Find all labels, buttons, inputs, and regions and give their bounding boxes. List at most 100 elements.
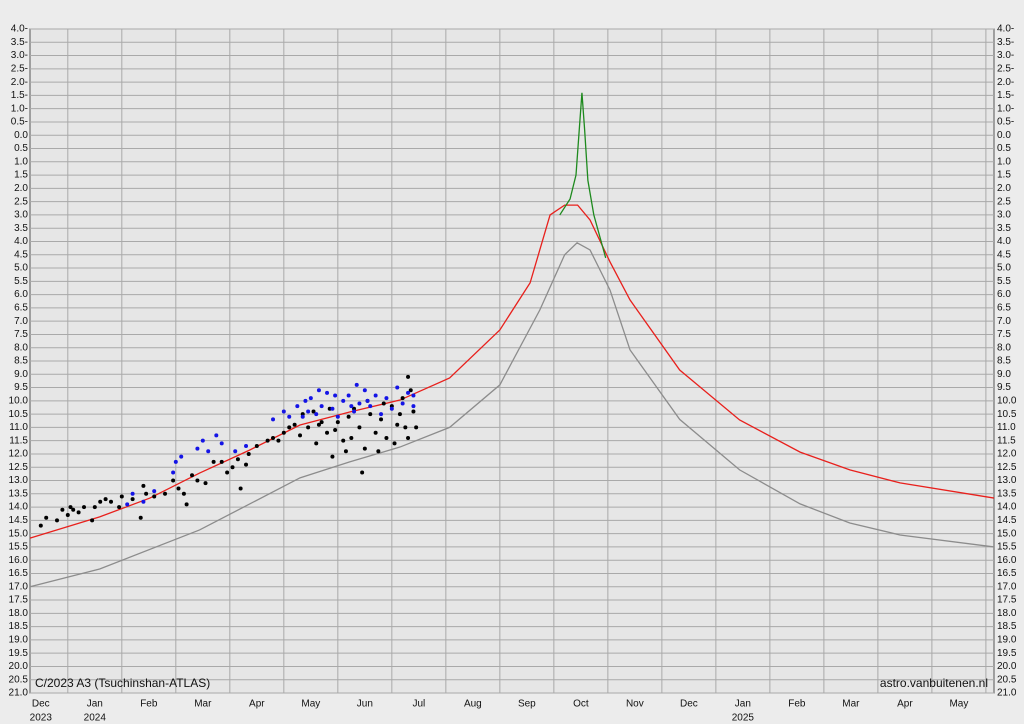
observation-point bbox=[379, 417, 384, 422]
y-tick-label-right: 18.5 bbox=[997, 621, 1017, 632]
y-tick-label: 15.0 bbox=[9, 528, 29, 539]
observation-point bbox=[90, 518, 95, 523]
observation-point bbox=[346, 414, 351, 419]
y-tick-label-right: 16.0 bbox=[997, 555, 1017, 566]
observation-point bbox=[376, 449, 381, 454]
y-tick-label: 4.0 bbox=[14, 236, 28, 247]
observation-point bbox=[76, 510, 81, 515]
y-tick-label-right: 3.5 bbox=[997, 223, 1011, 234]
y-tick-label-right: 9.5 bbox=[997, 382, 1011, 393]
observation-point bbox=[265, 438, 270, 443]
y-tick-label-right: 12.0 bbox=[997, 449, 1017, 460]
observation-point bbox=[308, 396, 313, 401]
y-tick-label-right: 5.0 bbox=[997, 263, 1011, 274]
observation-point bbox=[362, 446, 367, 451]
y-tick-label-right: 1.0 bbox=[997, 156, 1011, 167]
y-tick-label: 9.0 bbox=[14, 369, 28, 380]
observation-point bbox=[397, 412, 402, 417]
observation-point bbox=[281, 409, 286, 414]
y-tick-label: 10.5 bbox=[9, 409, 29, 420]
observation-point bbox=[179, 454, 184, 459]
y-tick-label-right: 9.0 bbox=[997, 369, 1011, 380]
observation-point bbox=[295, 404, 300, 409]
observation-point bbox=[206, 449, 211, 454]
observation-point bbox=[314, 412, 319, 417]
x-tick-label: May bbox=[949, 699, 968, 710]
observation-point bbox=[244, 462, 249, 467]
observation-point bbox=[314, 441, 319, 446]
observation-point bbox=[341, 398, 346, 403]
observation-point bbox=[311, 409, 316, 414]
y-tick-label: 0.0 bbox=[14, 130, 28, 141]
y-tick-label-right: 8.0 bbox=[997, 342, 1011, 353]
observation-point bbox=[349, 436, 354, 441]
y-tick-label: 11.5 bbox=[9, 435, 28, 446]
y-tick-label-right: 0.5 bbox=[997, 143, 1011, 154]
observation-point bbox=[281, 430, 286, 435]
y-tick-label-right: 0.5- bbox=[997, 117, 1014, 128]
observation-point bbox=[68, 505, 73, 510]
y-tick-label: 4.0- bbox=[11, 24, 28, 35]
y-tick-label: 5.5 bbox=[14, 276, 28, 287]
observation-point bbox=[357, 425, 362, 430]
observation-point bbox=[219, 441, 224, 446]
observation-point bbox=[230, 465, 235, 470]
observation-point bbox=[276, 438, 281, 443]
observation-point bbox=[395, 422, 400, 427]
y-tick-label: 1.0- bbox=[11, 103, 28, 114]
y-tick-label-right: 17.0 bbox=[997, 581, 1017, 592]
light-curve bbox=[559, 92, 607, 259]
observation-point bbox=[306, 425, 311, 430]
y-tick-label: 2.5- bbox=[11, 63, 28, 74]
source-credit: astro.vanbuitenen.nl bbox=[880, 676, 988, 690]
observation-point bbox=[333, 428, 338, 433]
y-tick-label: 13.5 bbox=[9, 488, 29, 499]
y-tick-label: 19.0 bbox=[9, 635, 29, 646]
observation-point bbox=[384, 396, 389, 401]
y-tick-label: 17.5 bbox=[9, 595, 29, 606]
observation-point bbox=[119, 494, 124, 499]
observation-point bbox=[368, 412, 373, 417]
y-tick-label: 10.0 bbox=[9, 395, 29, 406]
y-tick-label-right: 20.5 bbox=[997, 674, 1017, 685]
y-tick-label-right: 14.5 bbox=[997, 515, 1017, 526]
y-tick-label-right: 8.5 bbox=[997, 356, 1011, 367]
y-tick-label-right: 4.5 bbox=[997, 249, 1011, 260]
observation-point bbox=[406, 374, 411, 379]
observation-point bbox=[330, 454, 335, 459]
y-tick-label: 16.5 bbox=[9, 568, 29, 579]
observation-point bbox=[225, 470, 230, 475]
y-tick-label: 11.0 bbox=[9, 422, 28, 433]
observation-point bbox=[325, 390, 330, 395]
x-tick-label: Mar bbox=[194, 699, 212, 710]
observation-point bbox=[103, 497, 108, 502]
y-tick-label: 20.0 bbox=[9, 661, 29, 672]
chart-title: C/2023 A3 (Tsuchinshan-ATLAS) bbox=[35, 676, 210, 690]
y-tick-label-right: 17.5 bbox=[997, 595, 1017, 606]
observation-point bbox=[246, 451, 251, 456]
observation-point bbox=[190, 473, 195, 478]
x-tick-label: Sep bbox=[518, 699, 536, 710]
y-tick-label-right: 2.0 bbox=[997, 183, 1011, 194]
observation-point bbox=[171, 478, 176, 483]
observation-point bbox=[287, 414, 292, 419]
y-tick-label-right: 15.5 bbox=[997, 542, 1017, 553]
observation-point bbox=[82, 505, 87, 510]
y-tick-label: 12.0 bbox=[9, 449, 29, 460]
observation-point bbox=[144, 491, 149, 496]
y-tick-label-right: 0.0 bbox=[997, 130, 1011, 141]
observation-point bbox=[406, 390, 411, 395]
y-tick-label: 2.0- bbox=[11, 77, 28, 88]
y-tick-label-right: 1.5 bbox=[997, 170, 1011, 181]
y-tick-label: 19.5 bbox=[9, 648, 29, 659]
observation-point bbox=[65, 513, 70, 518]
observation-point bbox=[195, 478, 200, 483]
observation-point bbox=[373, 430, 378, 435]
observation-point bbox=[141, 499, 146, 504]
y-tick-label-right: 7.0 bbox=[997, 316, 1011, 327]
observation-point bbox=[44, 515, 49, 520]
y-tick-label-right: 2.5- bbox=[997, 63, 1014, 74]
observation-point bbox=[195, 446, 200, 451]
observation-point bbox=[325, 430, 330, 435]
